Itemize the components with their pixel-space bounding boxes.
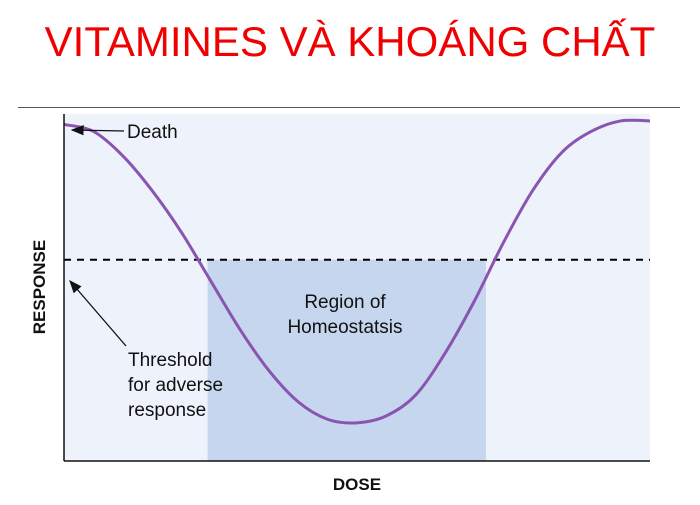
dose-response-curve — [63, 118, 651, 425]
threshold-label-line1: Threshold — [128, 350, 213, 371]
x-axis-label: DOSE — [333, 475, 381, 494]
slide-title: VITAMINES VÀ KHOÁNG CHẤT — [44, 18, 656, 65]
homeostasis-region — [207, 259, 486, 461]
death-label: Death — [127, 122, 178, 143]
death-arrow — [70, 125, 125, 136]
region-label-line1: Region of — [304, 292, 386, 313]
threshold-label-line2: for adverse — [128, 375, 223, 396]
y-axis-label: RESPONSE — [30, 240, 49, 334]
title-divider — [18, 107, 680, 108]
region-label-line2: Homeostatsis — [287, 317, 402, 338]
threshold-label-line3: response — [128, 400, 206, 421]
threshold-arrow — [69, 280, 127, 347]
